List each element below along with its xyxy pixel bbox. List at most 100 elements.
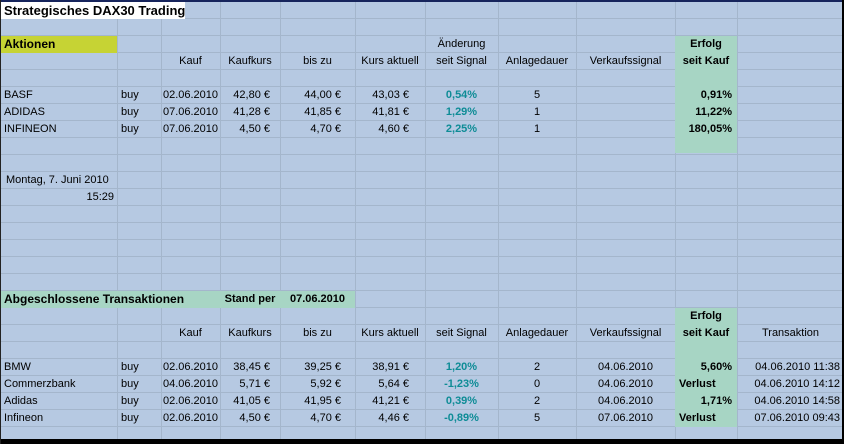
cell-bis-zu[interactable]: 41,95 €: [304, 395, 341, 407]
cell-action[interactable]: buy: [121, 361, 139, 373]
col-header-anlagedauer[interactable]: Anlagedauer: [505, 55, 569, 67]
cell-stock-name[interactable]: ADIDAS: [4, 106, 45, 118]
cell-kauf-date[interactable]: 02.06.2010: [162, 395, 219, 407]
section-title-abgeschlossene[interactable]: Abgeschlossene Transaktionen: [4, 292, 185, 306]
cell-anlagedauer[interactable]: 5: [533, 89, 541, 101]
cell-seit-signal[interactable]: 1,20%: [445, 361, 478, 373]
cell-kurs-aktuell[interactable]: 38,91 €: [372, 361, 409, 373]
cell-kurs-aktuell[interactable]: 4,60 €: [378, 123, 409, 135]
cell-kurs-aktuell[interactable]: 41,21 €: [372, 395, 409, 407]
cell-anlagedauer[interactable]: 0: [533, 378, 541, 390]
cell-anlagedauer[interactable]: 1: [533, 123, 541, 135]
cell-action[interactable]: buy: [121, 106, 139, 118]
col-header-bis-zu[interactable]: bis zu: [303, 55, 332, 67]
title-cell[interactable]: Strategisches DAX30 Trading: [1, 2, 185, 19]
cell-kauf-date[interactable]: 04.06.2010: [162, 378, 219, 390]
stand-per-date[interactable]: 07.06.2010: [289, 293, 346, 305]
cell-verkaufssignal[interactable]: 07.06.2010: [597, 412, 654, 424]
section-title-aktionen[interactable]: Aktionen: [4, 37, 56, 51]
col-header-bis-zu[interactable]: bis zu: [303, 327, 332, 339]
cell-verkaufssignal[interactable]: 04.06.2010: [597, 361, 654, 373]
cell-kaufkurs[interactable]: 38,45 €: [233, 361, 270, 373]
cell-verkaufssignal[interactable]: 04.06.2010: [597, 395, 654, 407]
cell-transaktion[interactable]: 07.06.2010 09:43: [754, 412, 840, 424]
cell-kauf-date[interactable]: 02.06.2010: [162, 361, 219, 373]
cell-action[interactable]: buy: [121, 378, 139, 390]
stand-per-label[interactable]: Stand per: [224, 293, 276, 305]
col-header-transaktion[interactable]: Transaktion: [761, 327, 820, 339]
cell-erfolg[interactable]: 1,71%: [700, 395, 732, 407]
cell-transaktion[interactable]: 04.06.2010 14:12: [754, 378, 840, 390]
cell-action[interactable]: buy: [121, 89, 139, 101]
cell-erfolg[interactable]: 180,05%: [688, 123, 732, 135]
cell-action[interactable]: buy: [121, 395, 139, 407]
cell-verkaufssignal[interactable]: [576, 87, 675, 104]
cell-kaufkurs[interactable]: 4,50 €: [239, 123, 270, 135]
cell-bis-zu[interactable]: 5,92 €: [310, 378, 341, 390]
cell-anlagedauer[interactable]: 2: [533, 361, 541, 373]
current-date[interactable]: Montag, 7. Juni 2010: [6, 174, 109, 186]
cell-stock-name[interactable]: Commerzbank: [4, 378, 76, 390]
cell-action[interactable]: buy: [121, 123, 139, 135]
cell-transaktion[interactable]: 04.06.2010 11:38: [755, 361, 840, 373]
col-header-seit-signal[interactable]: seit Signal: [436, 55, 487, 67]
col-header-erfolg[interactable]: Erfolg: [690, 310, 722, 322]
col-header-kauf[interactable]: Kauf: [179, 55, 202, 67]
col-header-verkaufssignal[interactable]: Verkaufssignal: [589, 55, 662, 67]
cell-stock-name[interactable]: Infineon: [4, 412, 44, 424]
cell-kaufkurs[interactable]: 4,50 €: [239, 412, 270, 424]
cell-kaufkurs[interactable]: 41,05 €: [233, 395, 270, 407]
col-header-aenderung[interactable]: Änderung: [437, 38, 486, 50]
cell-stock-name[interactable]: BMW: [4, 361, 31, 373]
cell-seit-signal[interactable]: 0,39%: [445, 395, 478, 407]
cell-verkaufssignal[interactable]: 04.06.2010: [597, 378, 654, 390]
cell-seit-signal[interactable]: 2,25%: [445, 123, 478, 135]
cell-erfolg[interactable]: Verlust: [679, 412, 716, 424]
cell-kurs-aktuell[interactable]: 43,03 €: [372, 89, 409, 101]
cell-kurs-aktuell[interactable]: 41,81 €: [372, 106, 409, 118]
cell-seit-signal[interactable]: 1,29%: [445, 106, 478, 118]
cell-action[interactable]: buy: [121, 412, 139, 424]
col-header-seit-signal[interactable]: seit Signal: [436, 327, 487, 339]
cell-kaufkurs[interactable]: 5,71 €: [239, 378, 270, 390]
col-header-kurs-aktuell[interactable]: Kurs aktuell: [361, 55, 419, 67]
col-header-kaufkurs[interactable]: Kaufkurs: [228, 55, 272, 67]
cell-seit-signal[interactable]: -1,23%: [444, 378, 479, 390]
cell-bis-zu[interactable]: 44,00 €: [304, 89, 341, 101]
cell-kurs-aktuell[interactable]: 4,46 €: [378, 412, 409, 424]
col-header-erfolg[interactable]: Erfolg: [690, 38, 722, 50]
cell-seit-signal[interactable]: 0,54%: [445, 89, 478, 101]
cell-erfolg[interactable]: 5,60%: [700, 361, 732, 373]
col-header-verkaufssignal[interactable]: Verkaufssignal: [589, 327, 662, 339]
cell-verkaufssignal[interactable]: [576, 121, 675, 138]
col-header-kauf[interactable]: Kauf: [179, 327, 202, 339]
cell-stock-name[interactable]: INFINEON: [4, 123, 57, 135]
cell-anlagedauer[interactable]: 5: [533, 412, 541, 424]
col-header-kurs-aktuell[interactable]: Kurs aktuell: [361, 327, 419, 339]
col-header-seit-kauf[interactable]: seit Kauf: [682, 55, 730, 67]
cell-anlagedauer[interactable]: 1: [533, 106, 541, 118]
cell-stock-name[interactable]: BASF: [4, 89, 33, 101]
current-time[interactable]: 15:29: [86, 191, 114, 203]
cell-kauf-date[interactable]: 07.06.2010: [162, 106, 219, 118]
col-header-kaufkurs[interactable]: Kaufkurs: [228, 327, 272, 339]
cell-seit-signal[interactable]: -0,89%: [444, 412, 479, 424]
cell-bis-zu[interactable]: 4,70 €: [310, 123, 341, 135]
cell-kauf-date[interactable]: 07.06.2010: [162, 123, 219, 135]
cell-kaufkurs[interactable]: 42,80 €: [233, 89, 270, 101]
cell-bis-zu[interactable]: 39,25 €: [304, 361, 341, 373]
cell-erfolg[interactable]: 11,22%: [695, 106, 732, 118]
col-header-seit-kauf[interactable]: seit Kauf: [682, 327, 730, 339]
cell-erfolg[interactable]: Verlust: [679, 378, 716, 390]
cell-kaufkurs[interactable]: 41,28 €: [233, 106, 270, 118]
cell-stock-name[interactable]: Adidas: [4, 395, 38, 407]
cell-kauf-date[interactable]: 02.06.2010: [162, 89, 219, 101]
cell-kurs-aktuell[interactable]: 5,64 €: [378, 378, 409, 390]
cell-bis-zu[interactable]: 41,85 €: [304, 106, 341, 118]
cell-kauf-date[interactable]: 02.06.2010: [162, 412, 219, 424]
cell-anlagedauer[interactable]: 2: [533, 395, 541, 407]
cell-transaktion[interactable]: 04.06.2010 14:58: [754, 395, 840, 407]
col-header-anlagedauer[interactable]: Anlagedauer: [505, 327, 569, 339]
cell-verkaufssignal[interactable]: [576, 104, 675, 121]
cell-erfolg[interactable]: 0,91%: [700, 89, 732, 101]
